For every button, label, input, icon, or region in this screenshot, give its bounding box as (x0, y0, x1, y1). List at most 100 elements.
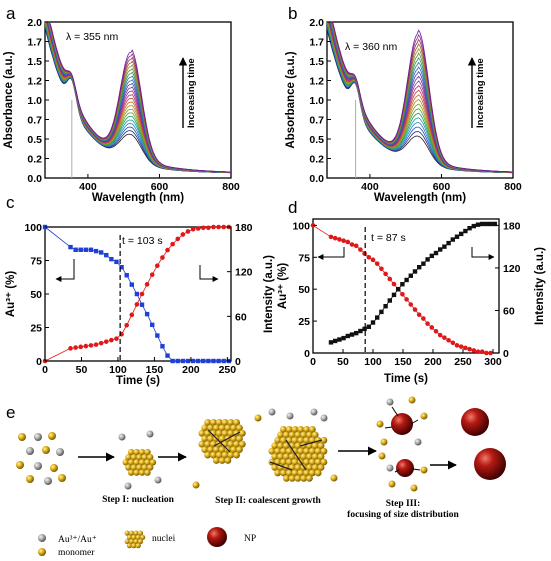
monomer (277, 442, 284, 450)
monomer (388, 480, 396, 488)
x-axis-label: Wavelength (nm) (374, 192, 466, 204)
monomer (306, 464, 313, 471)
data-point (216, 224, 221, 230)
au-ion (44, 477, 52, 485)
monomer (297, 436, 305, 444)
size-focusing-group (376, 396, 428, 492)
monomer (230, 446, 238, 454)
data-point (221, 224, 227, 230)
data-point (337, 237, 342, 242)
legend-monomer-label: monomer (58, 548, 95, 558)
monomer (294, 442, 302, 450)
x-tick-label: 50 (337, 356, 349, 368)
data-point (433, 329, 439, 334)
y-ticks-right: 0 60 120 180 (227, 222, 253, 368)
y-tick-label: 75 (30, 256, 42, 268)
x-tick-label: 400 (79, 181, 97, 193)
monomer (192, 481, 200, 489)
monomer (204, 440, 212, 448)
data-point (139, 291, 145, 297)
monomer (26, 475, 34, 483)
grain-boundary (269, 461, 293, 471)
x-tick-label: 600 (151, 181, 169, 193)
monomer (300, 475, 308, 482)
left-axis-indicator (55, 259, 75, 282)
monomer (277, 431, 284, 439)
monomer (288, 453, 296, 461)
monomer (306, 475, 313, 482)
monomer (410, 484, 418, 492)
monomer (311, 453, 319, 461)
y-axis-label: Absorbance (a.u.) (285, 51, 297, 148)
data-point (341, 335, 346, 341)
data-point (412, 307, 418, 312)
monomer (238, 429, 246, 437)
attachment-line (412, 468, 421, 471)
attachment-line (391, 406, 399, 417)
data-point (165, 247, 170, 253)
y-axis-label-left: Au³⁺ (%) (5, 271, 17, 317)
monomer (50, 464, 58, 472)
data-point (412, 269, 418, 274)
data-point (437, 332, 443, 338)
data-point (471, 348, 477, 353)
y-tick-label: 0.5 (309, 134, 324, 146)
monomer (236, 446, 243, 454)
data-point (104, 252, 109, 258)
data-point (155, 333, 160, 338)
x-tick-label: 300 (484, 356, 502, 368)
monomer (274, 469, 282, 477)
data-point (190, 358, 196, 364)
monomer (137, 530, 144, 536)
au-ion (26, 447, 34, 455)
monomer (218, 424, 226, 432)
y2-tick-label: 0 (235, 356, 241, 368)
data-point (475, 222, 481, 227)
monomer (297, 469, 305, 477)
step3-label-line1: Step III: (386, 499, 421, 509)
monomer (233, 451, 240, 459)
series-line (312, 225, 491, 354)
y-tick-label: 0.0 (27, 173, 42, 185)
y-axis-label-left: Au³⁺ (%) (277, 263, 289, 309)
step3-label-line2: focusing of size distribution (347, 510, 459, 520)
monomer (147, 464, 154, 471)
monomer (303, 458, 310, 466)
wavelength-annotation: λ = 360 nm (345, 41, 397, 53)
monomer (274, 436, 282, 444)
data-point (400, 291, 405, 297)
data-point (160, 255, 165, 260)
y2-tick-label: 60 (235, 311, 247, 323)
monomer (212, 446, 220, 454)
monomer (238, 440, 246, 448)
monomer (314, 469, 322, 477)
monomer (127, 448, 135, 456)
monomer (210, 451, 217, 459)
data-point (93, 342, 99, 347)
data-point (337, 337, 342, 342)
data-point (475, 349, 481, 355)
data-point (139, 302, 145, 307)
data-point (463, 228, 468, 234)
y-tick-label: 100 (24, 222, 42, 234)
data-point (446, 337, 451, 343)
data-point (73, 345, 78, 350)
monomer (144, 448, 151, 456)
data-point (165, 353, 170, 358)
monomer (380, 438, 388, 446)
monomer (224, 424, 232, 432)
data-point (68, 346, 73, 351)
y-tick-label: 1.7 (27, 37, 42, 49)
monomer (201, 435, 209, 443)
monomer (294, 431, 302, 439)
monomer (136, 454, 143, 461)
data-point (492, 221, 497, 227)
data-point (404, 297, 409, 302)
data-point (467, 346, 472, 352)
monomer (320, 447, 328, 455)
growth-schematic: Step I: nucleation Step II: coalescent g… (16, 396, 506, 558)
data-point (109, 337, 114, 343)
y-ticks-left: 0 25 50 75 100 (292, 220, 317, 360)
monomer (300, 431, 308, 439)
y-tick-label: 25 (30, 323, 42, 335)
